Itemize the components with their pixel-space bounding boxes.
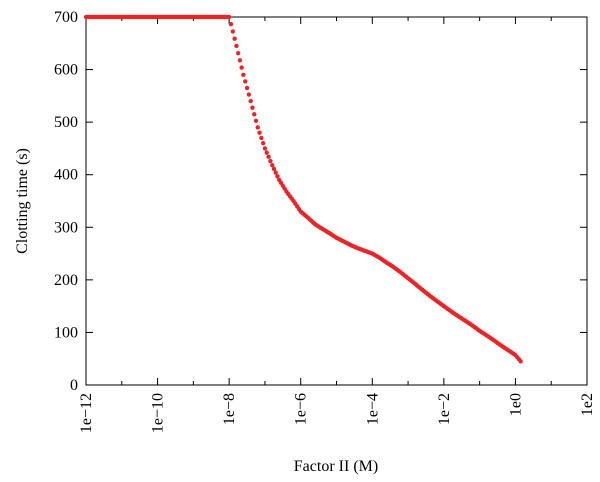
data-point bbox=[241, 72, 246, 78]
x-tick-label: 1e−8 bbox=[221, 393, 238, 425]
data-point bbox=[259, 135, 264, 141]
data-point bbox=[275, 174, 280, 179]
data-point bbox=[262, 146, 268, 151]
data-point bbox=[255, 125, 260, 130]
data-point bbox=[518, 359, 523, 364]
data-point bbox=[253, 118, 259, 124]
x-axis: 1e−12 1e−10 1e−8 1e−6 1e−4 1e−2 1e0 1e2 bbox=[78, 17, 596, 433]
data-point bbox=[244, 85, 250, 91]
data-point bbox=[273, 170, 278, 175]
plot-area bbox=[85, 16, 588, 386]
data-point bbox=[257, 130, 262, 135]
data-point bbox=[248, 98, 253, 104]
data-point bbox=[239, 65, 244, 70]
data-point bbox=[264, 150, 269, 155]
data-point bbox=[260, 140, 266, 146]
y-tick-label: 700 bbox=[54, 9, 78, 26]
x-tick-label: 1e−12 bbox=[78, 393, 95, 433]
data-point bbox=[230, 29, 235, 34]
data-point bbox=[250, 105, 255, 110]
y-tick-label: 0 bbox=[70, 377, 78, 394]
data-point bbox=[243, 79, 248, 84]
data-point bbox=[226, 14, 232, 20]
y-tick-label: 200 bbox=[54, 272, 78, 289]
x-tick-label: 1e2 bbox=[579, 393, 596, 416]
data-point bbox=[266, 154, 271, 160]
x-tick-label: 1e−2 bbox=[436, 393, 453, 425]
y-tick-label: 400 bbox=[54, 167, 78, 184]
plot-frame bbox=[85, 16, 588, 386]
y-tick-label: 100 bbox=[54, 324, 78, 341]
data-point bbox=[234, 43, 239, 49]
x-tick-label: 1e−6 bbox=[293, 393, 310, 425]
x-tick-label: 1e−10 bbox=[150, 393, 167, 433]
data-point bbox=[271, 166, 277, 172]
data-point bbox=[246, 92, 252, 97]
data-point bbox=[232, 36, 237, 41]
x-tick-label: 1e0 bbox=[507, 393, 524, 416]
y-tick-label: 500 bbox=[54, 114, 78, 131]
y-axis-title: Clotting time (s) bbox=[14, 148, 31, 254]
data-point bbox=[252, 112, 257, 117]
y-tick-label: 300 bbox=[54, 219, 78, 236]
y-axis: 0 100 200 300 400 500 600 700 bbox=[54, 9, 587, 394]
data-point bbox=[268, 158, 273, 164]
x-tick-label: 1e−4 bbox=[364, 393, 381, 425]
data-point bbox=[228, 22, 234, 27]
y-tick-label: 600 bbox=[54, 62, 78, 79]
data-point bbox=[237, 58, 243, 63]
data-series bbox=[83, 14, 523, 364]
x-axis-title: Factor II (M) bbox=[294, 458, 378, 475]
data-point bbox=[235, 50, 241, 56]
data-point bbox=[270, 163, 275, 168]
